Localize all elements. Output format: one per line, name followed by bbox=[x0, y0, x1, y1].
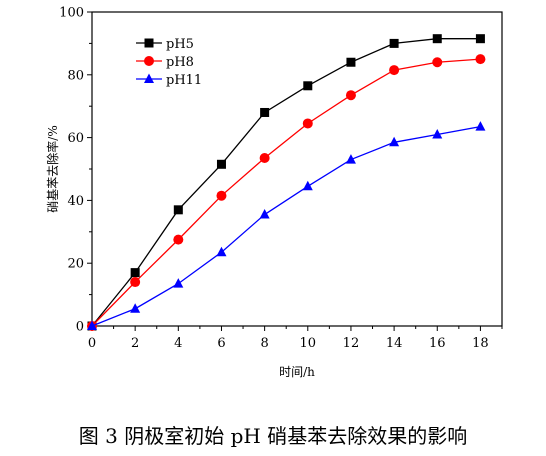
data-point-ph11 bbox=[130, 303, 141, 313]
data-point-ph11 bbox=[216, 246, 227, 257]
y-tick-label: 0 bbox=[76, 320, 84, 335]
legend-label-ph8: pH8 bbox=[166, 55, 194, 70]
data-point-ph5 bbox=[346, 57, 356, 67]
data-point-ph5 bbox=[260, 107, 270, 117]
x-tick-label: 2 bbox=[131, 336, 139, 351]
y-tick-label: 80 bbox=[67, 68, 84, 83]
data-point-ph11 bbox=[345, 154, 356, 164]
series-line-ph11 bbox=[91, 125, 481, 327]
x-tick-label: 4 bbox=[174, 336, 182, 351]
data-point-ph8 bbox=[475, 54, 486, 65]
data-point-ph5 bbox=[130, 268, 140, 278]
x-tick-label: 14 bbox=[386, 336, 403, 351]
x-tick-label: 18 bbox=[472, 336, 489, 351]
legend-marker-ph8 bbox=[144, 56, 154, 66]
data-point-ph5 bbox=[303, 81, 313, 91]
data-point-ph8 bbox=[389, 65, 400, 76]
data-point-ph11 bbox=[173, 278, 184, 288]
x-tick-label: 8 bbox=[260, 336, 268, 351]
data-point-ph5 bbox=[173, 205, 183, 215]
legend-label-ph5: pH5 bbox=[166, 37, 194, 52]
data-point-ph11 bbox=[389, 136, 400, 147]
plot-area: 0 2 4 6 8 10 12 14 16 18 0 20 40 60 80 100 时间/h 硝基苯去除率/% p… bbox=[45, 6, 503, 379]
y-tick-label: 20 bbox=[67, 257, 84, 272]
data-point-ph8 bbox=[216, 190, 227, 201]
legend-marker-ph11 bbox=[144, 73, 154, 83]
data-point-ph11 bbox=[475, 121, 486, 131]
data-point-ph11 bbox=[302, 180, 313, 191]
data-point-ph11 bbox=[87, 320, 97, 330]
x-tick-label: 16 bbox=[429, 336, 446, 351]
data-point-ph5 bbox=[475, 34, 485, 44]
data-point-ph8 bbox=[130, 277, 141, 288]
x-tick-label: 6 bbox=[217, 336, 225, 351]
data-point-ph8 bbox=[259, 153, 270, 164]
data-point-ph8 bbox=[173, 234, 184, 245]
x-tick-label: 0 bbox=[88, 336, 96, 351]
data-point-ph5 bbox=[389, 38, 399, 48]
data-point-ph5 bbox=[216, 159, 226, 169]
data-point-ph8 bbox=[302, 118, 313, 129]
x-tick-label: 12 bbox=[343, 336, 360, 351]
data-point-ph8 bbox=[345, 90, 356, 101]
series-line-ph5 bbox=[91, 38, 481, 327]
data-point-ph11 bbox=[259, 209, 270, 219]
data-point-ph8 bbox=[432, 57, 443, 68]
legend-marker-ph5 bbox=[144, 38, 154, 48]
data-point-ph11 bbox=[432, 128, 443, 139]
x-tick-label: 10 bbox=[300, 336, 317, 351]
y-tick-label: 40 bbox=[67, 194, 84, 209]
data-point-ph5 bbox=[432, 34, 442, 44]
legend-label-ph11: pH11 bbox=[166, 73, 202, 88]
y-tick-label: 100 bbox=[59, 6, 84, 21]
y-tick-label: 60 bbox=[67, 131, 84, 146]
x-axis-title: 时间/h bbox=[279, 365, 315, 379]
series-line-ph8 bbox=[91, 58, 481, 327]
y-axis-title: 硝基苯去除率/% bbox=[45, 125, 60, 212]
figure-caption: 图 3 阴极室初始 pH 硝基苯去除效果的影响 bbox=[79, 424, 467, 448]
